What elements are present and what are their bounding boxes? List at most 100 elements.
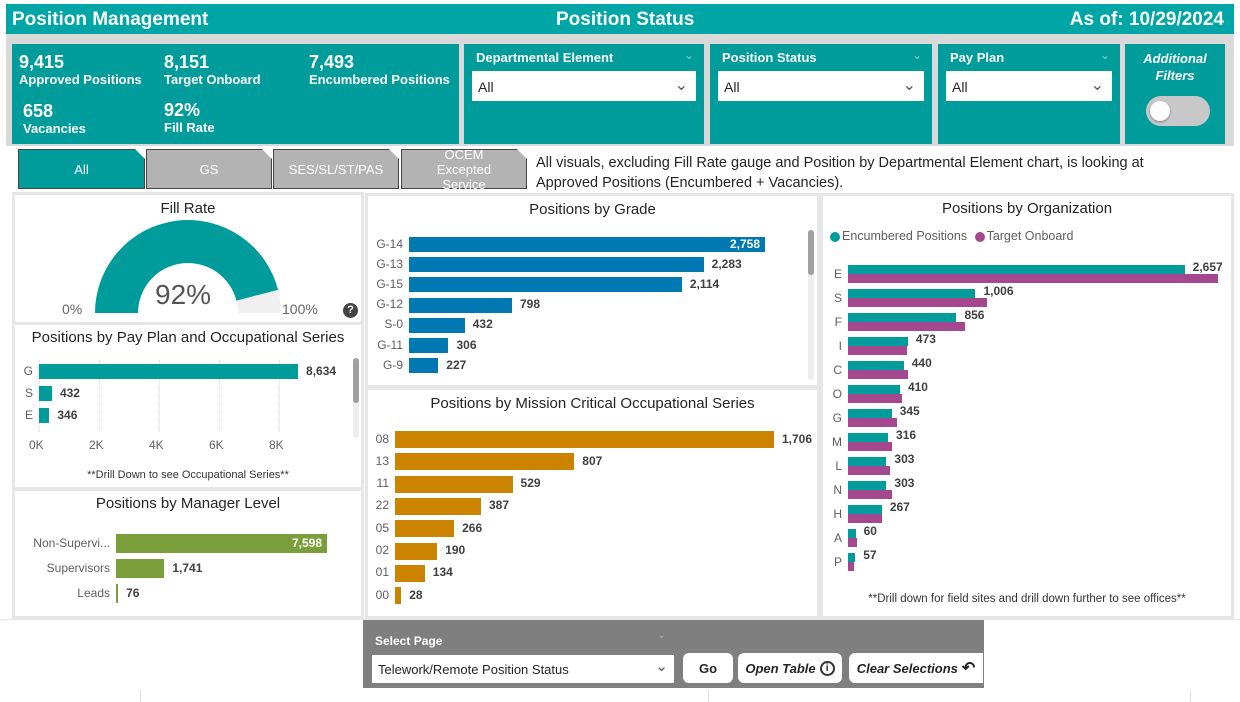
- data-label: 306: [456, 337, 477, 352]
- divider: [708, 690, 709, 702]
- tab-all[interactable]: All: [18, 149, 145, 189]
- bar[interactable]: [409, 257, 704, 273]
- bar-target-onboard[interactable]: [848, 538, 857, 547]
- chevron-down-icon: ⌄: [655, 658, 668, 675]
- bar-encumbered[interactable]: [848, 481, 887, 490]
- bar[interactable]: [395, 475, 513, 493]
- bar[interactable]: [116, 584, 119, 603]
- legend-item-encumbered[interactable]: Encumbered Positions: [830, 229, 967, 243]
- tab-ses[interactable]: SES/SL/ST/PAS: [273, 149, 399, 189]
- bar[interactable]: [395, 564, 425, 582]
- data-label: 529: [520, 476, 541, 491]
- bar[interactable]: [395, 431, 774, 448]
- open-table-button[interactable]: Open Table i: [738, 653, 842, 683]
- category-label: G-11: [377, 337, 403, 352]
- tab-gs[interactable]: GS: [146, 149, 272, 189]
- scrollbar[interactable]: [353, 358, 359, 438]
- chart-title: Positions by Pay Plan and Occupational S…: [31, 329, 345, 346]
- bar-encumbered[interactable]: [848, 361, 904, 370]
- category-label: 13: [375, 453, 389, 468]
- pay-plan-dropdown[interactable]: All ⌄: [946, 71, 1112, 101]
- data-label: 410: [907, 380, 928, 394]
- mission-critical-panel: Positions by Mission Critical Occupation…: [365, 387, 820, 619]
- slicer-title: Pay Plan: [950, 50, 1005, 65]
- axis-tick-label: 0K: [29, 438, 44, 452]
- bar-encumbered[interactable]: [848, 505, 882, 514]
- clear-selections-button[interactable]: Clear Selections ↶: [849, 653, 983, 683]
- bar-target-onboard[interactable]: [848, 322, 966, 331]
- bar[interactable]: [395, 453, 575, 471]
- bar[interactable]: [395, 542, 438, 560]
- bar[interactable]: [395, 587, 402, 605]
- departmental-element-dropdown[interactable]: All ⌄: [472, 71, 696, 101]
- bar-encumbered[interactable]: [848, 529, 856, 538]
- button-label: Go: [698, 660, 718, 676]
- bar-encumbered[interactable]: [848, 409, 892, 418]
- go-button[interactable]: Go: [683, 653, 733, 683]
- chevron-down-icon[interactable]: ⌄: [1099, 48, 1110, 62]
- bar[interactable]: [409, 317, 465, 333]
- bar-target-onboard[interactable]: [848, 490, 892, 499]
- bar-target-onboard[interactable]: [848, 274, 1218, 283]
- dropdown-value: Telework/Remote Position Status: [378, 662, 569, 677]
- bar-encumbered[interactable]: [848, 385, 900, 394]
- bar[interactable]: [409, 237, 765, 252]
- bar[interactable]: [395, 520, 455, 538]
- additional-filters-label: Filters: [1155, 68, 1195, 83]
- axis-tick-label: 8K: [269, 438, 284, 452]
- scrollbar[interactable]: [808, 230, 814, 380]
- category-label: 08: [375, 431, 389, 446]
- bar-target-onboard[interactable]: [848, 298, 987, 307]
- bar[interactable]: [409, 358, 439, 374]
- bar[interactable]: [409, 338, 449, 353]
- bar-target-onboard[interactable]: [848, 514, 883, 523]
- additional-filters-card: Additional Filters: [1125, 44, 1225, 144]
- bar[interactable]: [39, 386, 52, 401]
- additional-filters-toggle[interactable]: [1146, 96, 1210, 126]
- info-note: All visuals, excluding Fill Rate gauge a…: [536, 155, 1144, 191]
- bar[interactable]: [116, 534, 327, 553]
- category-label: G-13: [376, 256, 403, 271]
- kpi-card: 9,415 Approved Positions 8,151 Target On…: [12, 44, 459, 144]
- bar-encumbered[interactable]: [848, 553, 856, 562]
- chevron-down-icon[interactable]: ⌄: [657, 629, 667, 641]
- category-label: Non-Supervi...: [33, 535, 110, 550]
- scrollbar-thumb[interactable]: [353, 358, 359, 403]
- kpi-label: Approved Positions: [19, 72, 142, 87]
- bar[interactable]: [39, 408, 50, 423]
- category-label: 00: [375, 587, 389, 602]
- bar-target-onboard[interactable]: [848, 442, 893, 451]
- bar-target-onboard[interactable]: [848, 370, 909, 379]
- mission-critical-chart: 08 1,706 13 807 11 529 22 387 05 266 02 190 01 134 00 2…: [368, 390, 817, 616]
- bar-encumbered[interactable]: [848, 457, 887, 466]
- chevron-down-icon[interactable]: ⌄: [911, 48, 922, 62]
- bar-target-onboard[interactable]: [848, 394, 903, 403]
- chevron-down-icon[interactable]: ⌄: [683, 48, 694, 62]
- legend-label: Encumbered Positions: [842, 229, 968, 243]
- bar-target-onboard[interactable]: [848, 562, 854, 571]
- category-label: G-12: [376, 297, 403, 312]
- bar[interactable]: [39, 364, 299, 379]
- bar-target-onboard[interactable]: [848, 418, 898, 427]
- category-label: Supervisors: [46, 560, 110, 575]
- bar-target-onboard[interactable]: [848, 346, 907, 355]
- data-label: 190: [445, 543, 466, 557]
- bar[interactable]: [409, 277, 682, 293]
- bar-encumbered[interactable]: [848, 337, 908, 346]
- select-page-dropdown[interactable]: Telework/Remote Position Status ⌄: [372, 655, 674, 683]
- bar[interactable]: [409, 297, 512, 313]
- bar-encumbered[interactable]: [848, 433, 889, 442]
- help-icon[interactable]: ?: [343, 303, 358, 318]
- bar[interactable]: [395, 497, 481, 515]
- bar-encumbered[interactable]: [848, 265, 1185, 274]
- scrollbar-thumb[interactable]: [808, 230, 814, 275]
- bar[interactable]: [116, 559, 165, 578]
- tab-ocem[interactable]: OCEM Excepted Service: [401, 149, 527, 189]
- kpi-label: Encumbered Positions: [309, 72, 450, 87]
- data-label: 316: [896, 428, 917, 442]
- bar-encumbered[interactable]: [848, 289, 976, 298]
- position-status-dropdown[interactable]: All ⌄: [718, 71, 924, 101]
- bar-encumbered[interactable]: [848, 313, 957, 322]
- legend-item-target[interactable]: Target Onboard: [974, 229, 1073, 243]
- bar-target-onboard[interactable]: [848, 466, 891, 475]
